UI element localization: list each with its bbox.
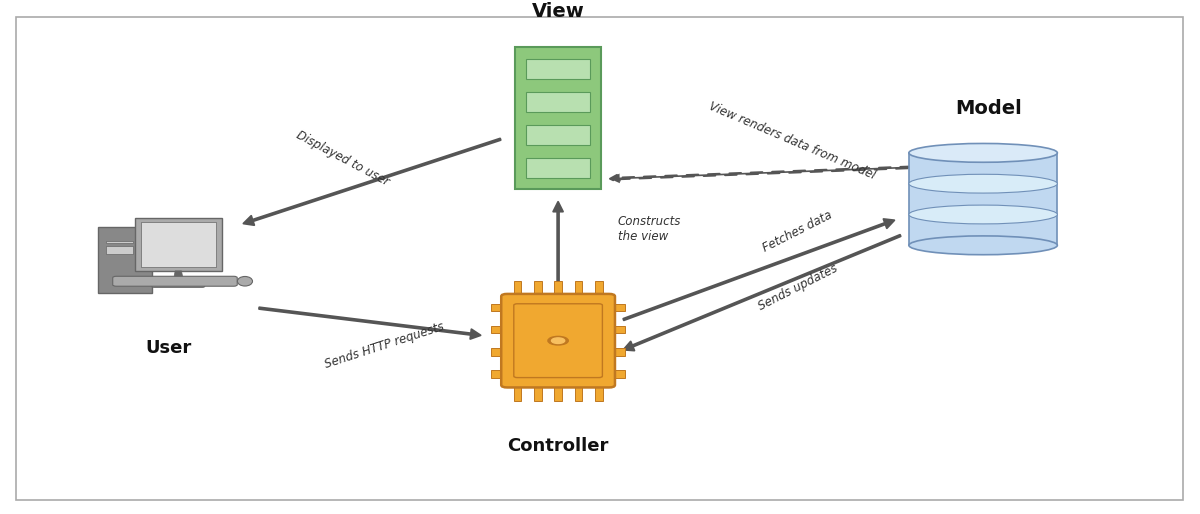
Text: Sends updates: Sends updates [756, 262, 840, 313]
FancyBboxPatch shape [527, 125, 590, 144]
FancyBboxPatch shape [554, 281, 562, 297]
FancyArrowPatch shape [259, 307, 480, 339]
FancyBboxPatch shape [491, 326, 508, 334]
Circle shape [548, 336, 569, 345]
FancyBboxPatch shape [595, 385, 602, 401]
Ellipse shape [908, 236, 1057, 255]
FancyArrowPatch shape [553, 202, 563, 284]
FancyBboxPatch shape [98, 227, 151, 293]
Polygon shape [173, 271, 184, 282]
FancyBboxPatch shape [575, 385, 582, 401]
FancyBboxPatch shape [113, 277, 238, 286]
FancyBboxPatch shape [106, 241, 133, 243]
Text: View renders data from model: View renders data from model [707, 100, 877, 182]
Circle shape [552, 338, 565, 343]
FancyBboxPatch shape [515, 47, 601, 189]
FancyBboxPatch shape [608, 304, 625, 311]
Ellipse shape [908, 143, 1057, 162]
FancyBboxPatch shape [575, 281, 582, 297]
Text: Model: Model [955, 99, 1022, 118]
Text: Controller: Controller [508, 436, 608, 454]
FancyBboxPatch shape [514, 281, 521, 297]
FancyBboxPatch shape [608, 348, 625, 356]
FancyBboxPatch shape [527, 158, 590, 178]
FancyBboxPatch shape [134, 218, 222, 271]
FancyArrowPatch shape [244, 138, 500, 225]
Text: Sends HTTP requests: Sends HTTP requests [323, 320, 446, 371]
FancyBboxPatch shape [16, 17, 1183, 500]
FancyBboxPatch shape [106, 246, 133, 254]
FancyArrowPatch shape [624, 235, 901, 351]
FancyBboxPatch shape [491, 370, 508, 378]
FancyBboxPatch shape [514, 304, 602, 378]
FancyBboxPatch shape [152, 281, 205, 287]
FancyBboxPatch shape [554, 385, 562, 401]
Ellipse shape [908, 174, 1057, 193]
FancyArrowPatch shape [623, 219, 894, 320]
Text: Displayed to user: Displayed to user [294, 128, 391, 189]
FancyBboxPatch shape [491, 304, 508, 311]
FancyBboxPatch shape [514, 385, 521, 401]
FancyBboxPatch shape [595, 281, 602, 297]
Text: View: View [532, 3, 584, 22]
FancyBboxPatch shape [608, 370, 625, 378]
FancyBboxPatch shape [491, 348, 508, 356]
FancyArrowPatch shape [610, 165, 950, 183]
FancyBboxPatch shape [140, 222, 216, 267]
Text: Constructs
the view: Constructs the view [618, 215, 682, 244]
Text: User: User [146, 339, 192, 357]
FancyBboxPatch shape [534, 281, 541, 297]
Ellipse shape [908, 205, 1057, 224]
FancyBboxPatch shape [527, 92, 590, 112]
FancyBboxPatch shape [534, 385, 541, 401]
Ellipse shape [238, 277, 252, 286]
Text: Fetches data: Fetches data [761, 209, 834, 255]
Polygon shape [908, 153, 1057, 245]
FancyBboxPatch shape [527, 59, 590, 79]
FancyBboxPatch shape [502, 294, 614, 388]
FancyBboxPatch shape [608, 326, 625, 334]
